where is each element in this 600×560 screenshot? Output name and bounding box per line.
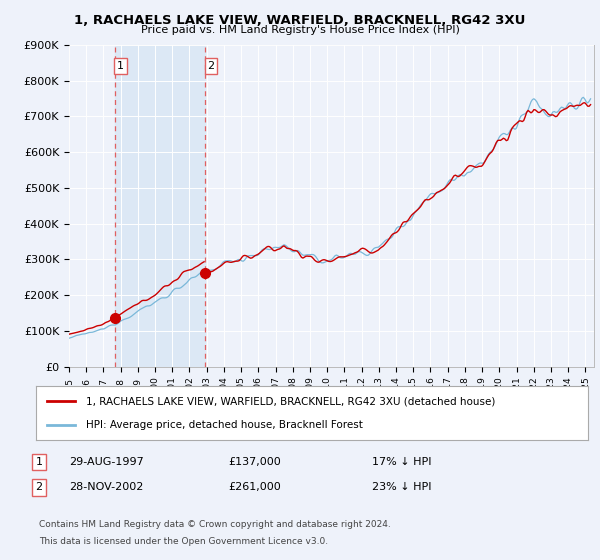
Text: 17% ↓ HPI: 17% ↓ HPI [372,457,431,467]
Text: 2: 2 [208,61,215,71]
Text: 1: 1 [35,457,43,467]
Text: £137,000: £137,000 [228,457,281,467]
Text: 28-NOV-2002: 28-NOV-2002 [69,482,143,492]
Text: 1, RACHAELS LAKE VIEW, WARFIELD, BRACKNELL, RG42 3XU: 1, RACHAELS LAKE VIEW, WARFIELD, BRACKNE… [74,14,526,27]
Text: 2: 2 [35,482,43,492]
Bar [115,45,205,367]
Text: This data is licensed under the Open Government Licence v3.0.: This data is licensed under the Open Gov… [39,537,328,546]
Text: 1, RACHAELS LAKE VIEW, WARFIELD, BRACKNELL, RG42 3XU (detached house): 1, RACHAELS LAKE VIEW, WARFIELD, BRACKNE… [86,396,495,407]
Text: 29-AUG-1997: 29-AUG-1997 [69,457,144,467]
Text: 23% ↓ HPI: 23% ↓ HPI [372,482,431,492]
Text: Contains HM Land Registry data © Crown copyright and database right 2024.: Contains HM Land Registry data © Crown c… [39,520,391,529]
Text: £261,000: £261,000 [228,482,281,492]
Text: Price paid vs. HM Land Registry's House Price Index (HPI): Price paid vs. HM Land Registry's House … [140,25,460,35]
Text: HPI: Average price, detached house, Bracknell Forest: HPI: Average price, detached house, Brac… [86,419,362,430]
Text: 1: 1 [117,61,124,71]
